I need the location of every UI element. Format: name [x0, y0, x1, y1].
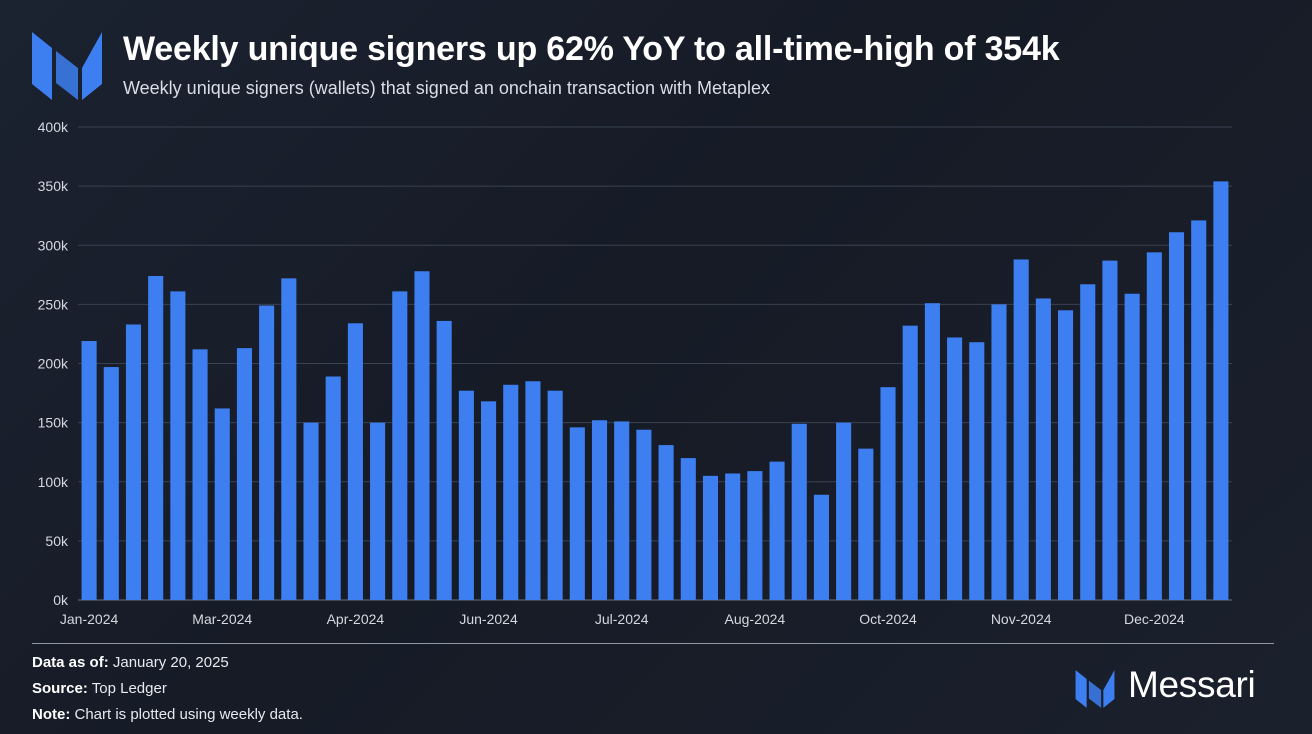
bar [1146, 252, 1162, 600]
bar [747, 471, 763, 600]
y-tick-label: 50k [45, 533, 69, 549]
bar [370, 422, 386, 600]
bar [858, 448, 874, 600]
bar [591, 420, 608, 600]
bar [725, 473, 741, 600]
bar [259, 305, 275, 600]
data-as-of-value: January 20, 2025 [108, 654, 229, 671]
bar [325, 376, 341, 600]
bar [636, 429, 652, 600]
source-label: Source: [32, 680, 88, 697]
brand-name: Messari [1128, 664, 1256, 705]
bar [414, 271, 430, 600]
x-tick-label: Oct-2024 [859, 611, 917, 627]
x-tick-label: Jul-2024 [595, 611, 649, 627]
bar [481, 401, 497, 600]
x-tick-label: Jun-2024 [459, 611, 518, 627]
bar [1191, 220, 1207, 600]
messari-logo-icon [1075, 670, 1115, 708]
x-tick-label: Aug-2024 [725, 611, 786, 627]
bar [969, 342, 985, 600]
bar [214, 408, 230, 600]
x-tick-label: Dec-2024 [1124, 611, 1185, 627]
bar [680, 458, 696, 600]
chart-subtitle: Weekly unique signers (wallets) that sig… [123, 78, 771, 98]
y-tick-label: 150k [38, 415, 69, 431]
bar [991, 304, 1007, 600]
bar [1080, 284, 1096, 600]
x-tick-label: Jan-2024 [60, 611, 119, 627]
bar [236, 348, 252, 600]
y-tick-label: 200k [38, 356, 69, 372]
y-tick-label: 0k [53, 592, 69, 608]
bar [569, 427, 585, 600]
bar [458, 390, 474, 600]
chart-title: Weekly unique signers up 62% YoY to all-… [123, 30, 1060, 68]
bar [1124, 293, 1140, 600]
bar [1013, 259, 1029, 600]
bar [303, 422, 319, 600]
bar [1102, 260, 1118, 600]
bar [658, 445, 674, 600]
x-tick-label: Nov-2024 [991, 611, 1052, 627]
note-value: Chart is plotted using weekly data. [70, 706, 303, 723]
y-tick-label: 250k [38, 296, 69, 312]
bar [614, 421, 630, 600]
bar [547, 390, 563, 600]
bar [436, 320, 452, 600]
bar [902, 325, 918, 600]
bar-chart: 0k 50k 100k 150k 200k 250k 300k 350k 400k Jan-202… [38, 119, 1232, 627]
x-tick-label: Apr-2024 [327, 611, 385, 627]
bar [148, 275, 164, 600]
bar [125, 324, 142, 600]
data-as-of-label: Data as of: [32, 654, 109, 671]
bar [170, 291, 186, 600]
bar [81, 341, 97, 600]
bar [813, 494, 829, 600]
x-tick-label: Mar-2024 [192, 611, 252, 627]
bar [525, 381, 541, 600]
footer-divider [32, 643, 1274, 644]
bar [103, 367, 119, 600]
bar [1058, 310, 1074, 600]
bar [503, 384, 519, 600]
bar [192, 349, 208, 600]
bar [1168, 232, 1185, 600]
bar [880, 387, 896, 600]
bar [281, 278, 297, 600]
y-tick-label: 400k [38, 119, 69, 135]
bar [791, 423, 807, 600]
y-tick-label: 100k [38, 474, 69, 490]
source-line: Source: Top Ledger [32, 680, 167, 697]
bar [836, 422, 852, 600]
messari-logo-icon [32, 32, 102, 100]
source-value: Top Ledger [87, 680, 167, 697]
bar [947, 337, 963, 600]
note-label: Note: [32, 706, 71, 723]
note-line: Note: Chart is plotted using weekly data… [32, 706, 303, 723]
bar [769, 461, 785, 600]
bar [1035, 298, 1051, 600]
data-as-of-line: Data as of: January 20, 2025 [32, 654, 229, 671]
bar [1213, 181, 1229, 600]
y-tick-label: 300k [38, 237, 69, 253]
bar [702, 475, 719, 600]
bar [924, 303, 940, 600]
bar [347, 323, 363, 600]
y-tick-label: 350k [38, 178, 69, 194]
bar [392, 291, 408, 600]
